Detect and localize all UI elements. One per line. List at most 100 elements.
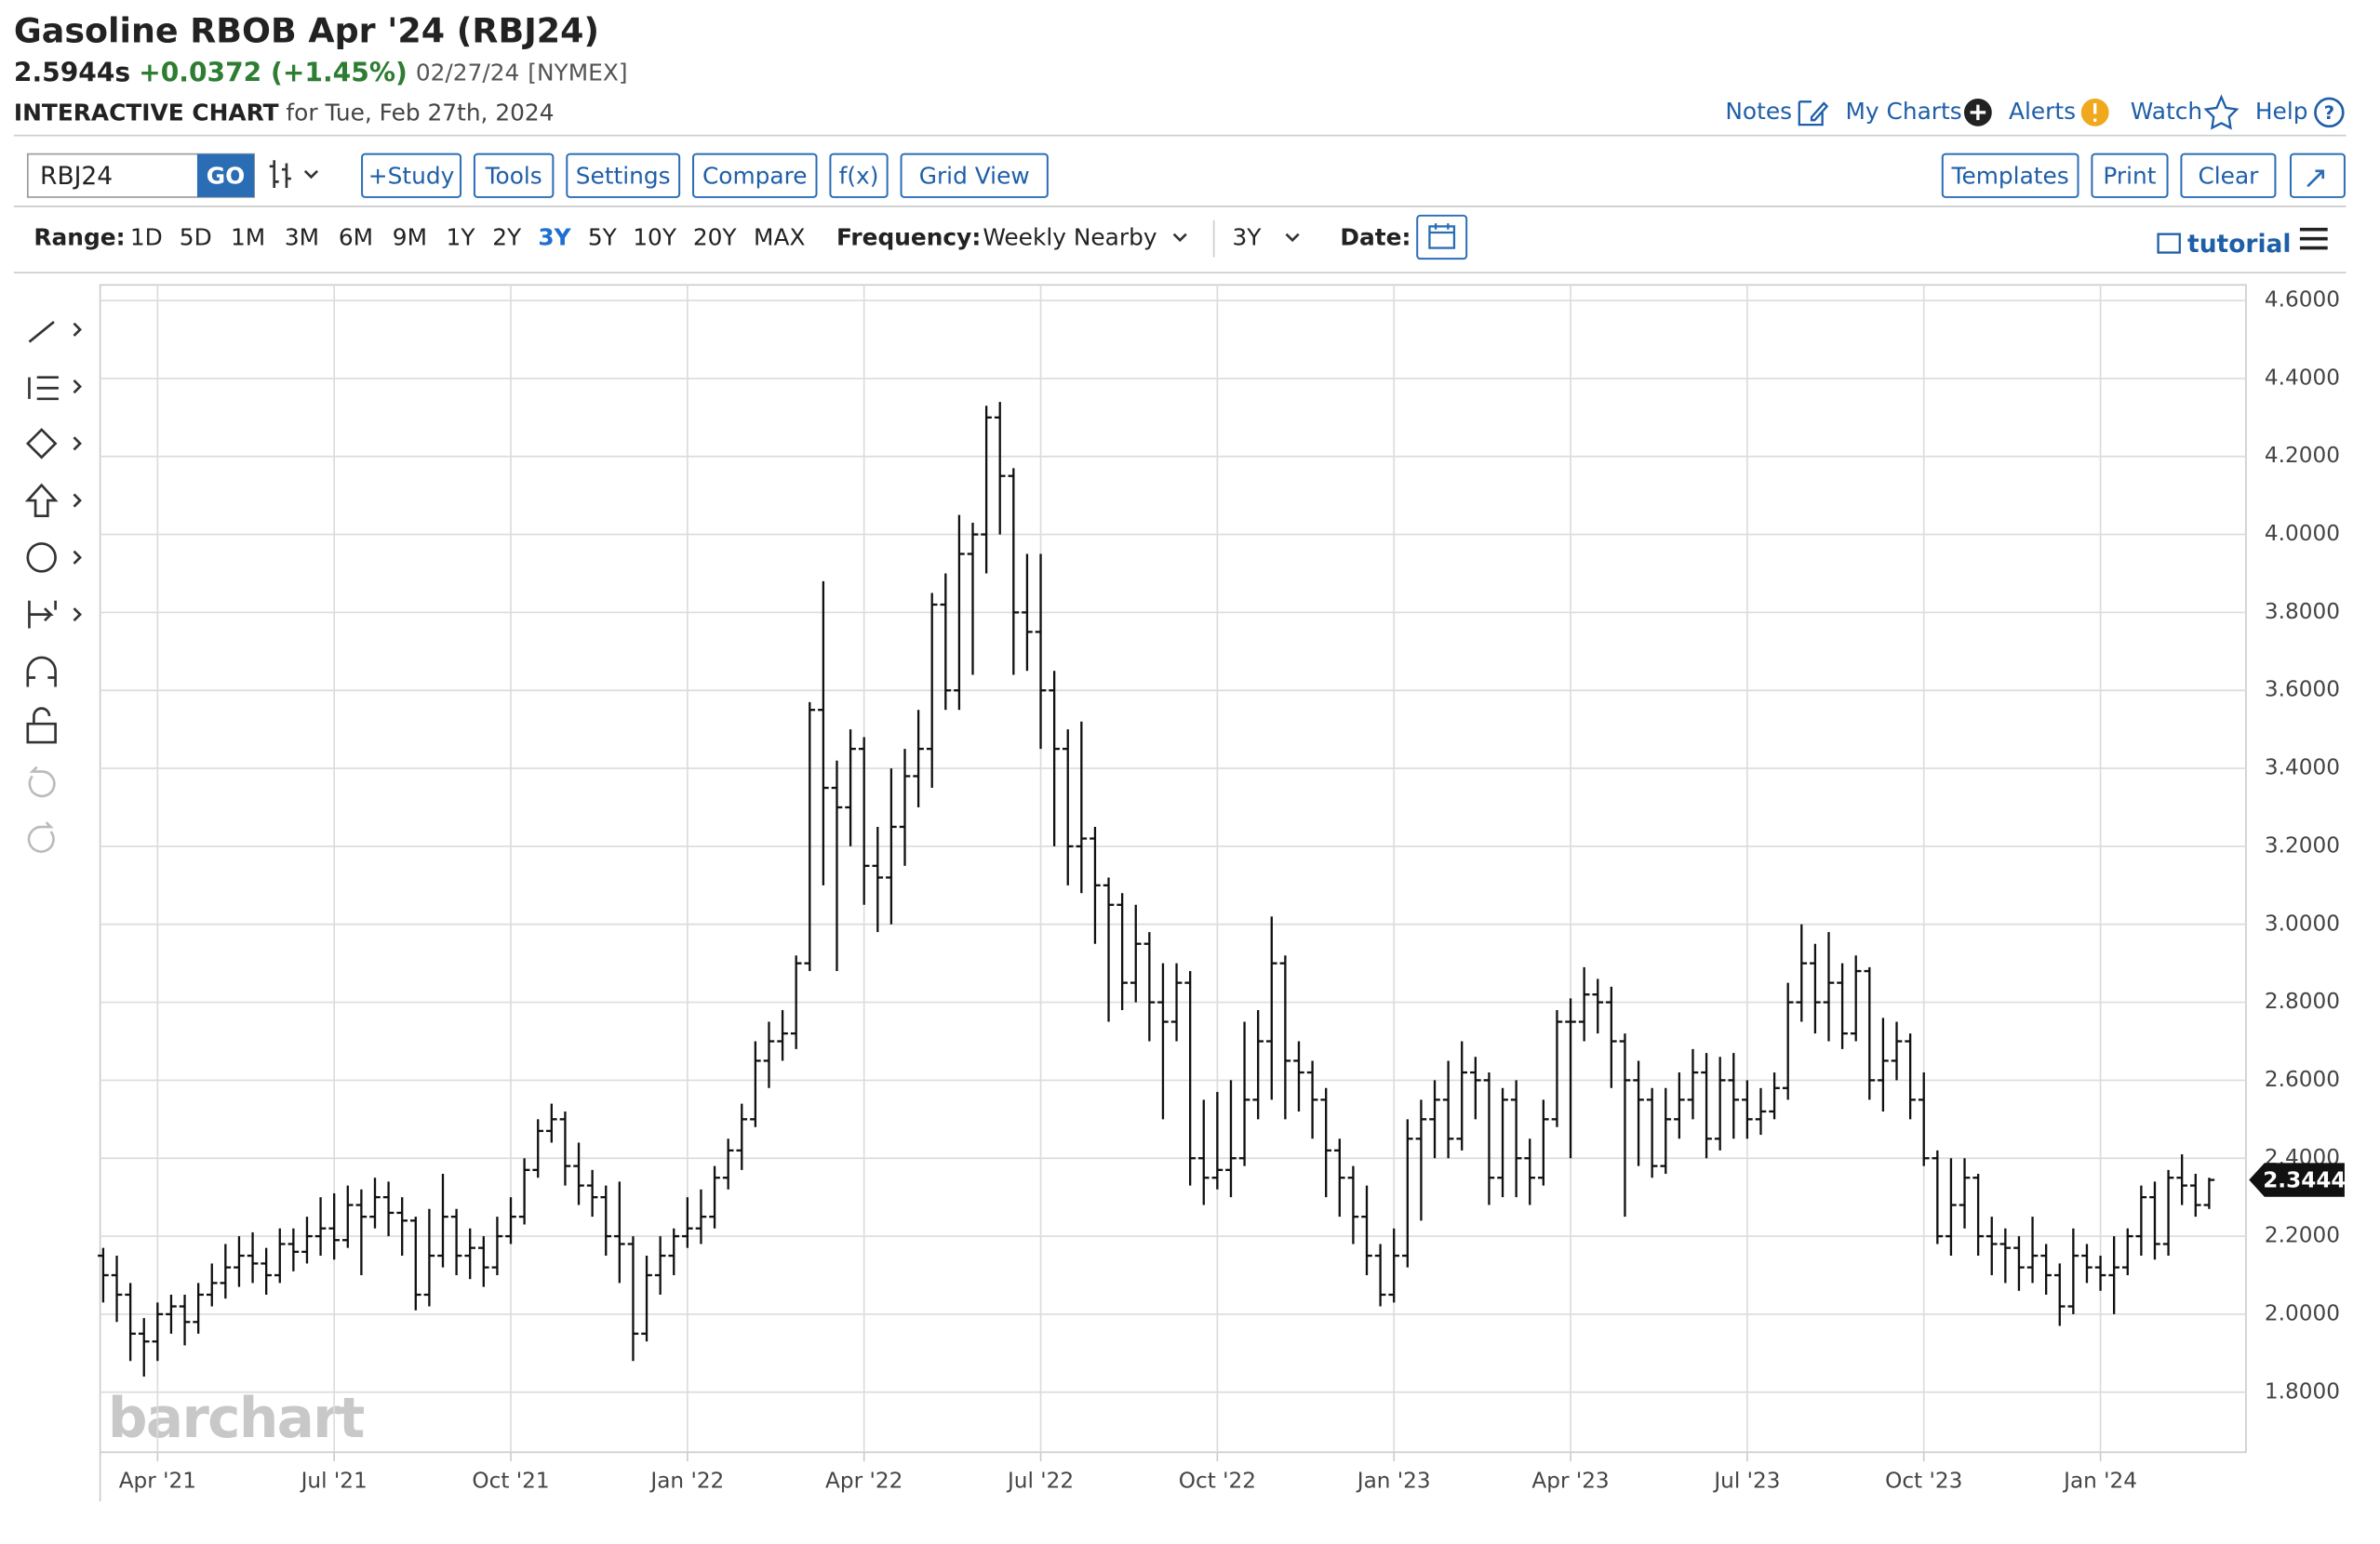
button-label: Tools (485, 162, 542, 189)
range-option[interactable]: 6M (339, 224, 373, 251)
button-label: Grid View (919, 162, 1030, 189)
tool-shape[interactable] (25, 428, 82, 459)
toolbar-button[interactable] (566, 153, 681, 198)
tutorial-link[interactable]: tutorial (2157, 230, 2292, 259)
y-tick-label: 4.2000 (2265, 443, 2340, 468)
frequency-select[interactable]: Weekly Nearby (983, 224, 1157, 251)
range-option[interactable]: 1D (130, 224, 163, 251)
watermark: barchart (108, 1387, 365, 1451)
tool-undo[interactable] (28, 765, 56, 798)
dropdown-caret (1285, 233, 1300, 243)
help-mark: ? (2324, 102, 2335, 124)
y-tick-label: 4.0000 (2265, 521, 2340, 546)
nav-links: Notes My Charts Alerts Watch Help? (1725, 94, 2345, 130)
tool-measure[interactable] (28, 600, 82, 629)
x-tick-label: Jul '22 (1006, 1468, 1074, 1493)
toolbar-button[interactable] (692, 153, 818, 198)
plot-area (99, 284, 2247, 1454)
range-option[interactable]: 5Y (588, 224, 618, 251)
price-change: +0.0372 (+1.45%) (139, 57, 408, 87)
button-label: Settings (576, 162, 671, 189)
range-option[interactable]: 9M (393, 224, 427, 251)
button-label: Templates (1951, 162, 2069, 189)
toolbar-button[interactable] (829, 153, 889, 198)
range-option[interactable]: 20Y (693, 224, 738, 251)
quote-line: 2.5944s +0.0372 (+1.45%) 02/27/24 [NYMEX… (14, 57, 628, 87)
last-price: 2.5944s (14, 57, 130, 87)
date-label: Date: (1340, 224, 1411, 251)
tool-lock[interactable] (26, 707, 57, 744)
tool-magnet[interactable] (26, 656, 57, 687)
dropdown-caret (1172, 233, 1187, 243)
tool-expand (73, 550, 82, 565)
tool-fib[interactable] (28, 376, 82, 401)
y-tick-label: 3.6000 (2265, 677, 2340, 702)
nav-link[interactable]: My Charts (1845, 98, 1961, 125)
x-tick-label: Jul '21 (300, 1468, 368, 1493)
range-option[interactable]: MAX (754, 224, 805, 251)
toolbar-button[interactable] (361, 153, 462, 198)
x-tick-label: Oct '22 (1179, 1468, 1256, 1493)
tool-arrow[interactable] (24, 483, 82, 517)
x-tick-label: Oct '21 (472, 1468, 549, 1493)
tool-line[interactable] (28, 321, 82, 343)
range-option[interactable]: 1M (231, 224, 265, 251)
toolbar-button[interactable] (2180, 153, 2277, 198)
y-tick-label: 1.8000 (2265, 1378, 2340, 1404)
exchange: [NYMEX] (528, 59, 627, 86)
toolbar-button[interactable] (900, 153, 1049, 198)
toolbar-button[interactable] (473, 153, 555, 198)
button-label: Print (2103, 162, 2156, 189)
range-option[interactable]: 1Y (447, 224, 476, 251)
go-label: GO (207, 162, 246, 189)
chart-date: for Tue, Feb 27th, 2024 (286, 100, 554, 126)
toolbar: +Study Tools Settings Compare f(x) Grid View T… (361, 153, 2277, 198)
date-picker[interactable] (1416, 214, 1468, 260)
x-tick-label: Jan '23 (1356, 1468, 1431, 1493)
button-label: f(x) (839, 162, 879, 189)
toolbar-button[interactable] (2091, 153, 2169, 198)
tool-redo[interactable] (27, 821, 55, 853)
nav-link[interactable]: Alerts (2009, 98, 2076, 125)
range-option[interactable]: 5D (180, 224, 212, 251)
menu-icon[interactable] (2299, 227, 2328, 250)
x-tick-label: Jan '22 (648, 1468, 724, 1493)
y-tick-label: 4.6000 (2265, 287, 2340, 313)
x-tick-label: Apr '22 (825, 1468, 903, 1493)
period-select[interactable]: 3Y (1233, 224, 1263, 251)
nav-link[interactable]: Notes (1725, 98, 1792, 125)
range-option[interactable]: 2Y (492, 224, 522, 251)
y-tick-label: 3.4000 (2265, 755, 2340, 780)
range-label: Range: (33, 224, 125, 251)
x-tick-label: Apr '21 (119, 1468, 196, 1493)
button-label: +Study (368, 162, 455, 189)
x-tick-label: Oct '23 (1885, 1468, 1962, 1493)
y-tick-label: 2.0000 (2265, 1300, 2340, 1325)
range-option[interactable]: 3M (285, 224, 319, 251)
y-tick-label: 3.0000 (2265, 911, 2340, 936)
range-option[interactable]: 10Y (633, 224, 677, 251)
tutorial-text: tutorial (2187, 230, 2291, 259)
nav-link[interactable]: Help (2255, 98, 2308, 125)
drawing-tools (24, 321, 82, 853)
go-button[interactable] (196, 153, 255, 197)
title: Gasoline RBOB Apr '24 (RBJ24) (14, 10, 599, 50)
tool-annotation[interactable] (26, 542, 57, 573)
y-tick-label: 2.6000 (2265, 1067, 2340, 1092)
y-tick-label: 2.2000 (2265, 1223, 2340, 1248)
help-icon (2314, 97, 2345, 128)
expand-button[interactable] (2289, 153, 2346, 198)
chart-label: INTERACTIVE CHART (14, 100, 279, 126)
notes-icon (1798, 100, 1829, 126)
toolbar-button[interactable] (1941, 153, 2079, 198)
symbol-text: RBJ24 (40, 162, 113, 191)
bar-type-icon[interactable] (269, 160, 319, 189)
button-label: Compare (702, 162, 808, 189)
range-option[interactable]: 3Y (538, 224, 571, 251)
nav-link[interactable]: Watch (2131, 98, 2202, 125)
frequency-label: Frequency: (836, 224, 981, 251)
y-tick-label: 3.2000 (2265, 832, 2340, 858)
x-tick-label: Apr '23 (1531, 1468, 1609, 1493)
quote-date: 02/27/24 (416, 59, 520, 86)
